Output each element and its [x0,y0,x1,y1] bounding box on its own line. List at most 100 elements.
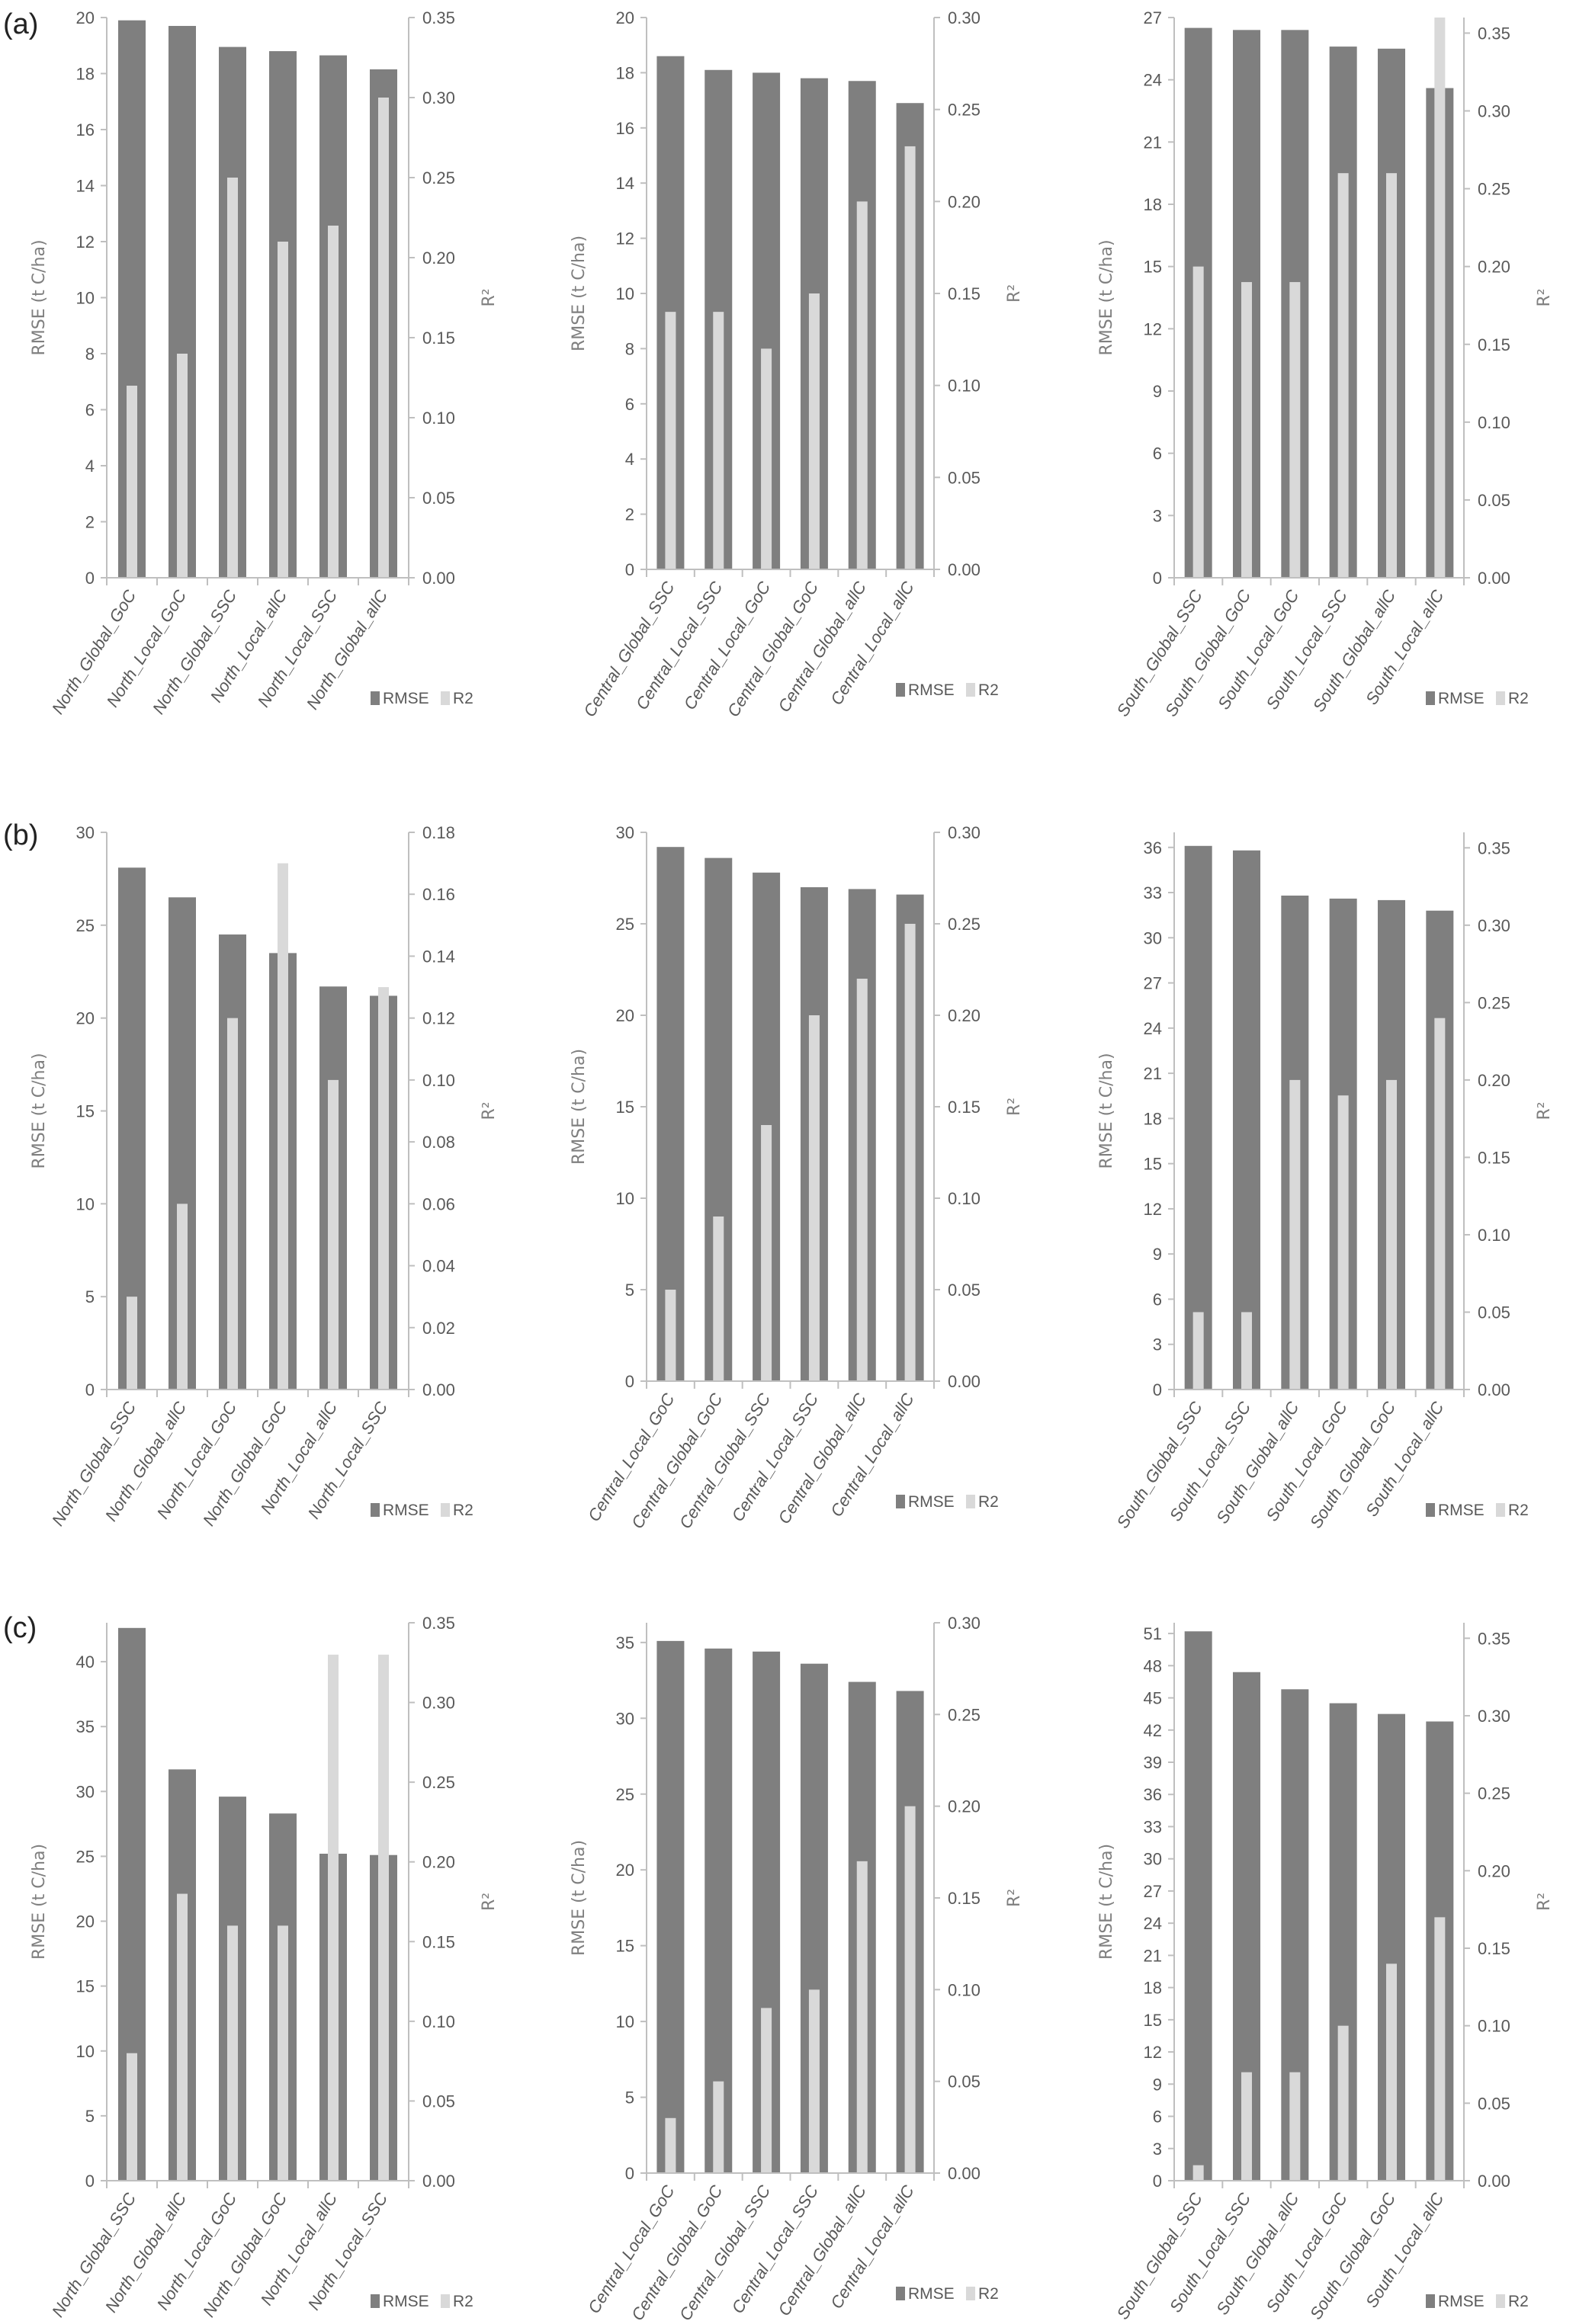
y2-tick-label: 0.18 [422,823,455,842]
y2-tick-label: 0.15 [1478,335,1510,354]
y-tick-label: 35 [616,1633,634,1652]
y2-tick-label: 0.20 [422,248,455,268]
y-tick-label: 14 [616,174,634,193]
y2-tick-label: 0.05 [948,468,981,487]
y2-tick-label: 0.05 [948,2072,981,2092]
r2-bar [713,312,724,569]
y-tick-label: 5 [625,2088,634,2108]
r2-bar [761,2008,772,2173]
legend-rmse-swatch [896,683,905,697]
y-tick-label: 20 [616,8,634,27]
y-tick-label: 18 [1144,1109,1162,1128]
chart-7: North_Global_SSCNorth_Global_allCNorth_L… [30,1614,499,2320]
y2-axis-title: R² [480,1893,499,1911]
y2-axis-title: R² [1535,1101,1554,1120]
r2-bar [1192,2165,1204,2181]
y-tick-label: 27 [1144,1882,1162,1901]
legend-rmse-swatch [371,2294,380,2308]
r2-bar [665,2117,676,2173]
y-tick-label: 42 [1144,1721,1162,1740]
legend-rmse-swatch [1426,1503,1435,1517]
y2-tick-label: 0.10 [1478,2017,1510,2036]
category-label: Central_Local_SSC [728,1390,823,1524]
y-tick-label: 8 [625,339,634,358]
category-label: Central_Global_allC [774,578,870,715]
r2-bar [904,1806,916,2173]
y-tick-label: 30 [76,1782,95,1801]
y2-tick-label: 0.25 [948,101,981,120]
y-tick-label: 12 [616,229,634,248]
y2-tick-label: 0.00 [422,1380,455,1399]
legend-rmse-label: RMSE [1438,1502,1485,1519]
r2-bar [378,1654,389,2181]
y-tick-label: 27 [1144,974,1162,993]
y2-tick-label: 0.15 [422,1932,455,1951]
y2-tick-label: 0.15 [1478,1939,1510,1958]
y-axis-title: RMSE (t C/ha) [30,1844,49,1960]
y2-axis-title: R² [1005,284,1024,303]
legend-r2-label: R2 [978,1493,999,1511]
y-tick-label: 15 [1144,258,1162,277]
legend-r2-swatch [966,683,975,697]
y-tick-label: 0 [1153,2172,1162,2191]
r2-bar [808,1989,820,2173]
y2-axis-title: R² [1005,1098,1024,1116]
y-axis-title: RMSE (t C/ha) [570,236,589,351]
category-label: Central_Global_GoC [628,1390,726,1532]
y2-tick-label: 0.00 [1478,1380,1510,1399]
y2-tick-label: 0.04 [422,1257,455,1276]
y2-tick-label: 0.25 [948,1705,981,1724]
y2-tick-label: 0.15 [948,1889,981,1908]
charts-container: North_Global_GoCNorth_Local_GoCNorth_Glo… [30,8,1554,2324]
y-tick-label: 0 [85,1380,95,1399]
y-tick-label: 15 [1144,1155,1162,1174]
legend-r2-label: R2 [978,2285,999,2303]
y2-tick-label: 0.10 [948,377,981,396]
y-tick-label: 15 [1144,2011,1162,2030]
r2-bar [761,348,772,569]
y2-axis-title: R² [480,1101,499,1120]
category-label: South_Global_GoC [1306,2189,1399,2322]
r2-bar [1241,2072,1252,2181]
y2-tick-label: 0.30 [948,1614,981,1633]
chart-6: South_Global_SSCSouth_Local_SSCSouth_Glo… [1097,832,1554,1531]
category-label: South_Global_GoC [1306,1398,1399,1531]
y-tick-label: 20 [616,1861,634,1880]
y-tick-label: 10 [76,2042,95,2061]
rmse-bar [1233,850,1260,1390]
y-tick-label: 12 [1144,1200,1162,1219]
r2-bar [177,354,188,578]
category-label: Central_Global_SSC [676,1390,774,1532]
y-tick-label: 10 [616,284,634,303]
rmse-bar [1184,845,1212,1390]
legend-rmse-label: RMSE [908,681,955,699]
category-label: Central_Global_SSC [579,578,678,720]
y-tick-label: 39 [1144,1753,1162,1772]
y-tick-label: 12 [76,232,95,252]
y-tick-label: 18 [76,65,95,84]
category-label: Central_Local_SSC [632,578,727,713]
y-tick-label: 6 [1153,444,1162,463]
y-tick-label: 21 [1144,1064,1162,1083]
y-tick-label: 4 [85,457,95,476]
legend-rmse-label: RMSE [383,2293,429,2310]
r2-bar [1289,282,1301,578]
y2-axis-title: R² [1535,288,1554,306]
y2-tick-label: 0.14 [422,947,455,966]
y-axis-title: RMSE (t C/ha) [1097,1053,1116,1168]
r2-bar [856,201,868,569]
y2-tick-label: 0.30 [948,823,981,842]
category-label: Central_Local_GoC [680,578,775,713]
legend-rmse-swatch [371,1503,380,1517]
chart-2: Central_Global_SSCCentral_Local_SSCCentr… [570,8,1024,720]
y2-tick-label: 0.05 [1478,491,1510,510]
r2-bar [1289,2072,1301,2181]
r2-bar [328,226,339,578]
r2-bar [1289,1079,1301,1390]
y2-tick-label: 0.20 [1478,1861,1510,1880]
legend-rmse-label: RMSE [1438,2293,1485,2310]
chart-9: South_Global_SSCSouth_Local_SSCSouth_Glo… [1097,1623,1554,2322]
rmse-bar [656,1640,685,2173]
r2-bar [1192,1312,1204,1390]
y2-tick-label: 0.00 [1478,569,1510,588]
